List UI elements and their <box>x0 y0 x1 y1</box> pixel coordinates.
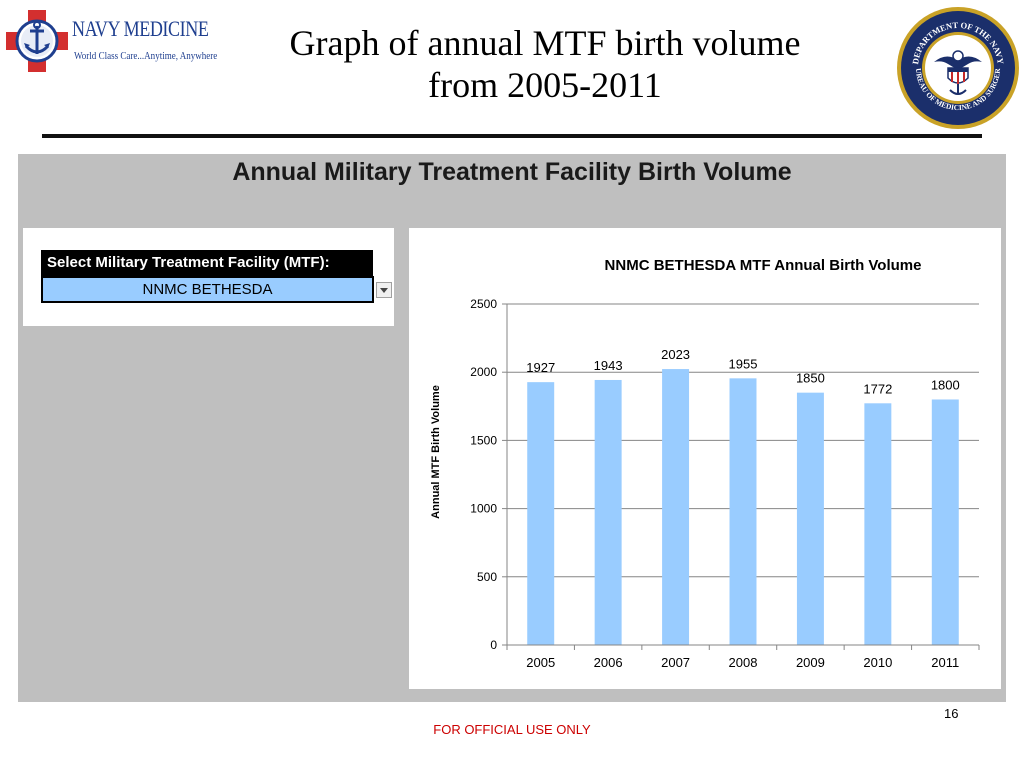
x-tick-label-2005: 2005 <box>526 655 555 670</box>
chart-title: NNMC BETHESDA MTF Annual Birth Volume <box>605 257 922 274</box>
x-tick-label-2009: 2009 <box>796 655 825 670</box>
y-tick-label: 2000 <box>470 365 497 379</box>
data-label-2010: 1772 <box>863 381 892 396</box>
navy-medicine-logo: NAVY MEDICINE World Class Care...Anytime… <box>6 8 217 74</box>
y-tick-label: 1500 <box>470 433 497 447</box>
anchor-cross-icon <box>6 10 68 72</box>
data-label-2011: 1800 <box>931 377 960 392</box>
data-label-2005: 1927 <box>526 360 555 375</box>
y-axis-label: Annual MTF Birth Volume <box>430 385 442 519</box>
dashboard-title: Annual Military Treatment Facility Birth… <box>232 158 792 186</box>
mtf-select-dropdown[interactable]: NNMC BETHESDA <box>41 276 374 303</box>
x-tick-label-2010: 2010 <box>863 655 892 670</box>
y-tick-label: 0 <box>490 638 497 652</box>
x-tick-label-2011: 2011 <box>931 655 959 670</box>
slide-title-line-2: from 2005-2011 <box>428 65 662 105</box>
birth-volume-chart: NNMC BETHESDA MTF Annual Birth Volume An… <box>430 257 980 670</box>
chevron-down-icon <box>380 288 388 293</box>
bar-2008 <box>729 378 757 645</box>
data-label-2008: 1955 <box>729 356 758 371</box>
bar-2010 <box>864 403 892 645</box>
chart-panel: NNMC BETHESDA MTF Annual Birth Volume An… <box>409 228 1001 689</box>
bar-2006 <box>594 379 622 645</box>
y-tick-label: 1000 <box>470 502 497 516</box>
brand-tagline: World Class Care...Anytime, Anywhere <box>74 50 218 62</box>
slide-title: Graph of annual MTF birth volume from 20… <box>200 22 890 106</box>
brand-name: NAVY MEDICINE <box>72 16 209 41</box>
bar-2011 <box>931 399 959 645</box>
bar-2007 <box>662 369 690 645</box>
data-label-2006: 1943 <box>594 358 623 373</box>
classification-footer: FOR OFFICIAL USE ONLY <box>433 722 591 737</box>
mtf-selector-panel: Select Military Treatment Facility (MTF)… <box>23 228 394 326</box>
y-tick-label: 2500 <box>470 297 497 311</box>
slide-title-line-1: Graph of annual MTF birth volume <box>289 23 801 63</box>
bar-2009 <box>796 392 824 645</box>
dropdown-arrow-button[interactable] <box>376 282 392 298</box>
data-label-2009: 1850 <box>796 371 825 386</box>
title-divider <box>42 134 982 138</box>
dashboard-panel: Annual Military Treatment Facility Birth… <box>18 154 1006 702</box>
x-tick-label-2007: 2007 <box>661 655 690 670</box>
x-tick-label-2006: 2006 <box>594 655 623 670</box>
bureau-of-medicine-seal: DEPARTMENT OF THE NAVY BUREAU OF MEDICIN… <box>894 4 1019 129</box>
bar-2005 <box>527 382 555 645</box>
page-number: 16 <box>944 706 959 721</box>
mtf-selector-label: Select Military Treatment Facility (MTF)… <box>41 250 373 276</box>
data-label-2007: 2023 <box>661 347 690 362</box>
x-tick-label-2008: 2008 <box>729 655 758 670</box>
y-tick-label: 500 <box>477 570 497 584</box>
